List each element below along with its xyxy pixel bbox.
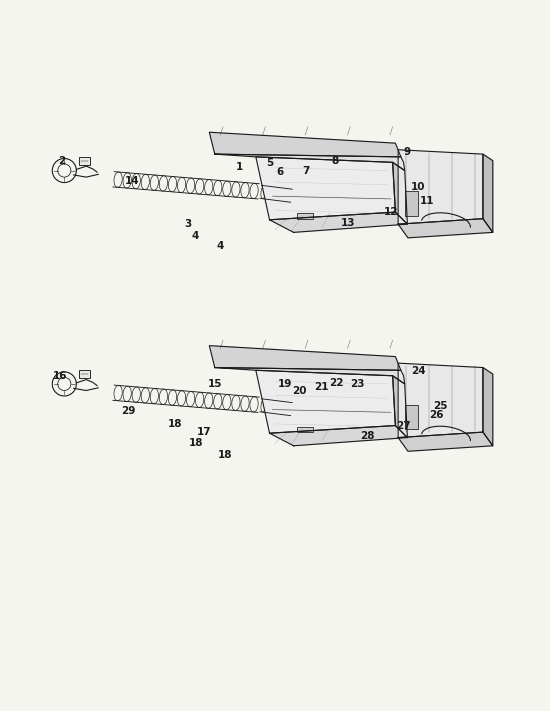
Bar	[297, 427, 313, 432]
Polygon shape	[483, 368, 493, 446]
Text: 18: 18	[217, 450, 232, 460]
Text: 12: 12	[384, 207, 399, 217]
Text: 19: 19	[278, 379, 292, 389]
Bar	[405, 191, 419, 216]
Text: 14: 14	[124, 176, 139, 186]
Text: 15: 15	[207, 379, 222, 389]
Polygon shape	[483, 154, 493, 232]
Text: 21: 21	[314, 383, 329, 392]
Polygon shape	[398, 363, 483, 437]
Polygon shape	[393, 162, 408, 224]
Polygon shape	[210, 132, 401, 157]
Text: 1: 1	[236, 161, 243, 172]
Text: 11: 11	[420, 196, 435, 206]
Text: 5: 5	[266, 158, 273, 168]
Bar	[297, 213, 313, 219]
Text: 18: 18	[168, 419, 183, 429]
Text: 29: 29	[121, 406, 135, 417]
Text: 9: 9	[404, 147, 411, 157]
Text: 26: 26	[429, 410, 444, 419]
Polygon shape	[256, 157, 395, 220]
Text: 20: 20	[293, 386, 307, 396]
Text: 24: 24	[411, 366, 426, 376]
Polygon shape	[215, 154, 405, 171]
Text: 23: 23	[350, 379, 364, 389]
Text: 10: 10	[411, 182, 426, 192]
Text: 4: 4	[192, 231, 199, 241]
Polygon shape	[398, 150, 483, 224]
Text: 28: 28	[360, 432, 374, 442]
Bar	[79, 157, 90, 165]
Polygon shape	[393, 375, 408, 437]
Text: 13: 13	[340, 218, 355, 228]
Polygon shape	[398, 219, 493, 238]
Bar	[405, 405, 419, 429]
Polygon shape	[270, 212, 408, 232]
Text: 25: 25	[433, 401, 448, 411]
Polygon shape	[215, 368, 405, 384]
Text: 4: 4	[217, 241, 224, 251]
Text: 6: 6	[277, 167, 284, 177]
Polygon shape	[398, 432, 493, 451]
Text: 18: 18	[189, 438, 203, 448]
Text: 3: 3	[184, 219, 191, 229]
Text: 27: 27	[397, 420, 411, 431]
Text: 17: 17	[196, 427, 211, 437]
Bar	[79, 370, 90, 378]
Text: 22: 22	[329, 378, 344, 388]
Text: 2: 2	[58, 156, 65, 166]
Text: 8: 8	[332, 156, 339, 166]
Polygon shape	[270, 426, 408, 446]
Polygon shape	[210, 346, 401, 370]
Polygon shape	[256, 370, 395, 433]
Text: 16: 16	[53, 371, 68, 381]
Text: 7: 7	[302, 166, 310, 176]
